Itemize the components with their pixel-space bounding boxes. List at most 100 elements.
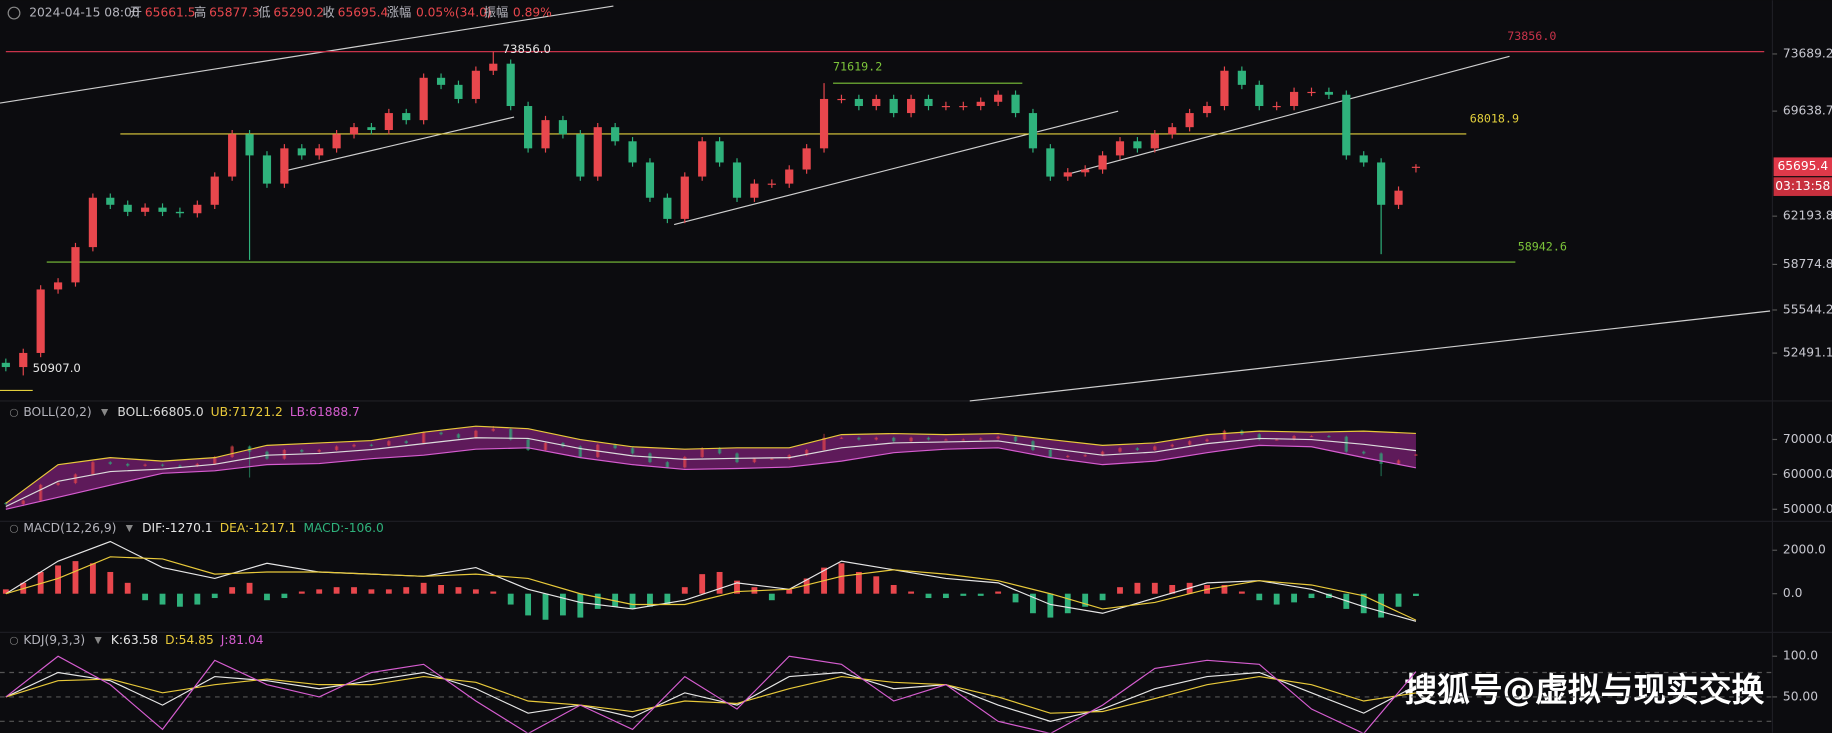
price-tag-label: 65695.4 <box>1777 159 1828 173</box>
candle-body <box>4 502 8 505</box>
candle-body <box>506 63 515 107</box>
candle-body <box>123 204 132 212</box>
indicator-value: MACD:-106.0 <box>303 521 383 535</box>
candle-body <box>439 432 443 435</box>
candle-body <box>819 98 829 149</box>
candle-body <box>698 141 707 177</box>
macd-bar <box>246 582 253 594</box>
candle-body <box>21 500 26 505</box>
candle-body <box>1289 91 1299 107</box>
macd-bar <box>942 593 949 599</box>
candle-body <box>143 464 147 466</box>
amplitude-value: 0.89% <box>513 6 552 20</box>
y-tick-label: 58774.8 <box>1783 257 1832 271</box>
macd-bar <box>1238 591 1245 594</box>
candle-body <box>421 432 426 443</box>
candle-body <box>38 484 43 501</box>
candle-body <box>663 197 672 219</box>
indicator-name: BOLL(20,2) <box>23 405 91 419</box>
candle-body <box>959 106 968 108</box>
candle-body <box>367 127 376 131</box>
candle-body <box>645 162 655 198</box>
macd-bar <box>420 582 427 594</box>
candle-body <box>108 462 113 464</box>
candle-body <box>891 437 896 442</box>
candle-body <box>1 362 10 368</box>
candle-body <box>611 127 620 142</box>
y-tick-label: 50.00 <box>1783 689 1818 703</box>
candle-body <box>857 437 861 440</box>
trend-line <box>1071 55 1510 174</box>
macd-bar <box>803 578 810 594</box>
candle-body <box>402 113 411 121</box>
collapse-icon[interactable] <box>7 6 21 20</box>
candle-body <box>158 207 167 212</box>
y-tick-label: 70000.0 <box>1783 432 1832 446</box>
macd-bar <box>1360 593 1367 614</box>
candle-body <box>193 204 202 214</box>
candle-body <box>1011 94 1020 114</box>
macd-bar <box>786 589 793 594</box>
macd-bar <box>716 571 723 594</box>
indicator-line <box>5 437 1417 507</box>
macd-bar <box>194 593 201 605</box>
macd-bar <box>1099 593 1106 601</box>
candle-body <box>36 289 45 353</box>
trend-line <box>969 310 1771 402</box>
indicator-line <box>5 444 1417 510</box>
macd-bar <box>873 576 880 594</box>
candle-body <box>978 438 983 440</box>
macd-bar <box>612 593 619 607</box>
macd-bar <box>1378 593 1385 618</box>
candle-body <box>576 134 585 177</box>
indicator-value: LB:61888.7 <box>290 405 360 419</box>
macd-bar <box>1325 593 1332 599</box>
macd-bar <box>211 593 218 599</box>
candle-body <box>1083 455 1087 457</box>
candle-body <box>1135 448 1140 450</box>
candle-body <box>352 444 356 447</box>
macd-bar <box>2 589 9 594</box>
candle-body <box>1377 162 1386 205</box>
macd-bar <box>1082 593 1089 607</box>
low-label: 低 <box>258 6 270 20</box>
candle-body <box>715 141 724 163</box>
candle-body <box>854 98 863 107</box>
candle-body <box>976 101 985 107</box>
candle-body <box>750 183 759 198</box>
indicator-value: K:63.58 <box>111 633 158 647</box>
boll-panel <box>4 425 1418 510</box>
candle-body <box>1396 460 1401 464</box>
candle-body <box>1394 190 1403 205</box>
change-value: 0.05%(34.0) <box>416 6 492 20</box>
macd-bar <box>55 565 61 594</box>
macd-bar <box>664 593 671 605</box>
candle-body <box>210 176 219 205</box>
candle-body <box>300 449 304 452</box>
candle-body <box>332 134 341 149</box>
macd-bar <box>1134 582 1141 594</box>
macd-bar <box>72 561 79 594</box>
candle-body <box>683 456 687 468</box>
candle-body <box>994 94 1003 102</box>
macd-bar <box>438 585 444 594</box>
close-value: 65695.4 <box>338 6 389 20</box>
kdj-panel <box>0 655 1773 733</box>
candle-body <box>106 197 115 205</box>
macd-bar <box>525 593 532 616</box>
candle-body <box>1100 451 1105 456</box>
macd-bar <box>1273 593 1280 605</box>
macd-bar <box>264 593 270 601</box>
candle-body <box>1202 106 1212 114</box>
candle-body <box>1342 94 1351 156</box>
macd-bar <box>1221 585 1228 594</box>
macd-bar <box>316 589 323 594</box>
indicator-menu: ▼ <box>126 523 134 534</box>
candle-body <box>1307 91 1316 94</box>
macd-bar <box>142 593 149 601</box>
price-level-label: 71619.2 <box>833 59 882 73</box>
datetime: 2024-04-15 08:00 <box>29 6 139 20</box>
watermark: 搜狐号@虚拟与现实交换 <box>1404 671 1764 709</box>
macd-bar <box>577 593 584 618</box>
